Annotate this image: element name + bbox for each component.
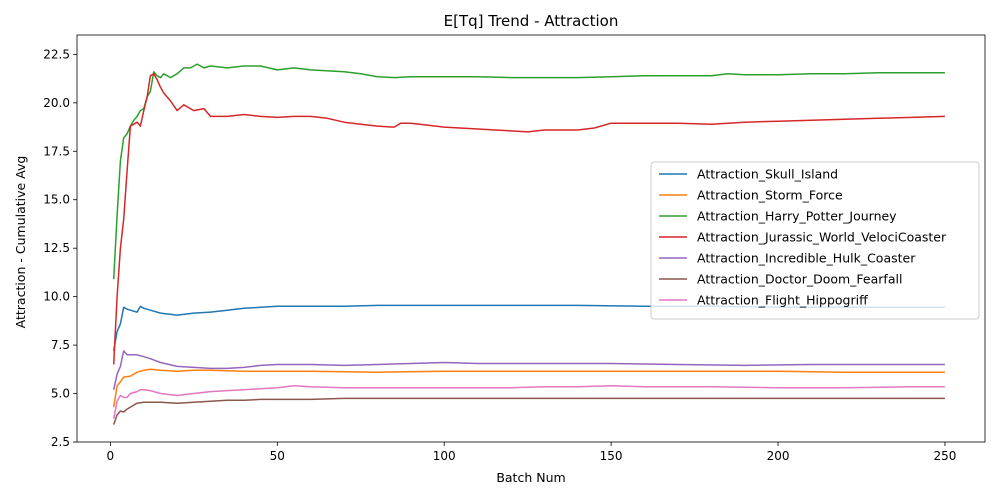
y-tick-label: 17.5 xyxy=(43,144,70,158)
y-tick-label: 20.0 xyxy=(43,96,70,110)
legend-label: Attraction_Storm_Force xyxy=(697,188,843,203)
plot-area xyxy=(112,63,945,425)
x-tick-label: 250 xyxy=(933,449,956,463)
x-axis-label: Batch Num xyxy=(496,470,565,485)
legend-label: Attraction_Harry_Potter_Journey xyxy=(697,209,897,224)
legend-label: Attraction_Skull_Island xyxy=(697,167,838,182)
series-line-4 xyxy=(112,73,945,365)
series-line-3 xyxy=(112,63,945,280)
chart-title: E[Tq] Trend - Attraction xyxy=(444,12,619,30)
axes: 0 50 100 150 200 250 2.5 5.0 7.5 10.0 12.5 15.0 17.5… xyxy=(43,34,986,463)
series-line-7 xyxy=(112,385,945,419)
legend-label: Attraction_Jurassic_World_VelociCoaster xyxy=(697,230,947,245)
y-tick-label: 10.0 xyxy=(43,290,70,304)
legend: Attraction_Skull_Island Attraction_Storm_… xyxy=(650,161,980,320)
series-line-2 xyxy=(112,368,945,408)
x-tick-label: 0 xyxy=(107,449,115,463)
series-line-5 xyxy=(112,350,945,390)
y-axis-label: Attraction - Cumulative Avg xyxy=(13,156,28,329)
axes-frame xyxy=(76,34,986,443)
series-line-6 xyxy=(112,397,945,425)
y-tick-label: 15.0 xyxy=(43,193,70,207)
x-tick-label: 50 xyxy=(270,449,285,463)
x-tick-label: 150 xyxy=(600,449,623,463)
y-tick-label: 2.5 xyxy=(51,435,70,449)
y-tick-label: 7.5 xyxy=(51,338,70,352)
y-tick-label: 22.5 xyxy=(43,47,70,61)
legend-label: Attraction_Incredible_Hulk_Coaster xyxy=(697,251,916,266)
legend-box xyxy=(650,161,980,320)
y-tick-label: 5.0 xyxy=(51,387,70,401)
y-tick-label: 12.5 xyxy=(43,241,70,255)
x-tick-label: 100 xyxy=(433,449,456,463)
legend-label: Attraction_Doctor_Doom_Fearfall xyxy=(697,272,902,287)
x-tick-label: 200 xyxy=(767,449,790,463)
legend-label: Attraction_Flight_Hippogriff xyxy=(697,293,868,308)
